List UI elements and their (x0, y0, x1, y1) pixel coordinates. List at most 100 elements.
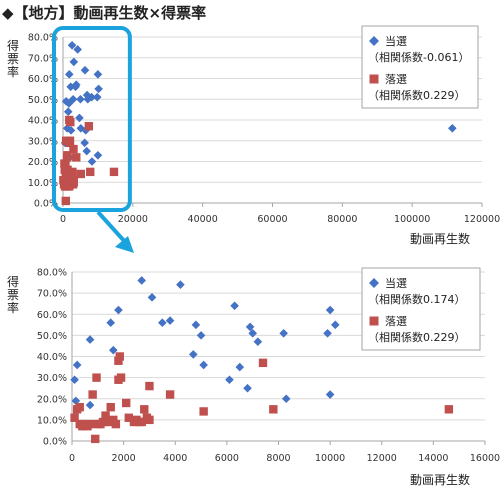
x-tick-label: 6000 (215, 453, 239, 464)
data-point-defeated (69, 144, 78, 154)
data-point-defeated (76, 169, 86, 179)
data-point-defeated (111, 419, 121, 429)
y-tick-label: 70.0% (28, 53, 58, 64)
data-point-elected (243, 383, 252, 393)
data-point-defeated (269, 405, 278, 414)
x-tick-label: 4000 (163, 453, 187, 464)
data-point-elected (63, 107, 73, 116)
data-point-elected (80, 138, 89, 148)
y-tick-label: 40.0% (37, 352, 67, 363)
data-point-elected (85, 400, 95, 410)
highlight-box (52, 26, 132, 212)
chart-1: 0.0% 10.0% 20.0% 30.0% 40.0% 50.0% 60.0% 70.0% 8… (7, 25, 500, 246)
legend-label: 当選 (385, 276, 407, 290)
y-tick-label: 50.0% (28, 95, 58, 106)
y-axis-label: 得票率 (7, 274, 19, 315)
legend: 当選 （相関係数-0.061） 落選 （相関係数0.229） (361, 25, 479, 109)
data-point-defeated (86, 167, 95, 177)
data-point-elected (279, 328, 288, 338)
data-point-elected (248, 328, 257, 338)
data-point-elected (80, 65, 90, 75)
data-point-elected (106, 318, 116, 327)
data-point-defeated (101, 411, 110, 420)
data-point-defeated (114, 356, 123, 365)
x-tick-label: 14000 (418, 453, 448, 464)
data-point-elected (69, 57, 79, 67)
legend-box (361, 25, 479, 109)
data-point-defeated (115, 352, 124, 361)
legend-marker-defeated (369, 316, 379, 326)
series-elected (70, 276, 340, 410)
x-tick-label: 20000 (118, 214, 148, 225)
data-point-elected (66, 126, 76, 135)
x-axis-label: 動画再生数 (410, 231, 470, 246)
x-tick-label: 2000 (112, 453, 136, 464)
data-point-defeated (91, 434, 100, 444)
legend-correlation: （相関係数-0.061） (368, 51, 469, 64)
data-point-elected (325, 305, 335, 315)
y-tick-label: 0.0% (43, 437, 67, 448)
series-defeated (70, 352, 454, 444)
data-point-elected (230, 301, 239, 311)
data-point-elected (147, 293, 157, 302)
data-point-elected (70, 375, 79, 385)
data-point-elected (94, 84, 103, 94)
data-point-defeated (68, 167, 77, 177)
data-point-elected (64, 70, 74, 79)
y-tick-label: 60.0% (28, 74, 58, 85)
x-tick-label: 120000 (464, 214, 500, 225)
x-tick-label: 40000 (188, 214, 218, 225)
data-point-defeated (92, 373, 101, 382)
data-point-elected (67, 41, 77, 50)
x-axis-label: 動画再生数 (410, 472, 470, 487)
data-point-elected (323, 328, 332, 338)
data-point-elected (87, 157, 97, 166)
zoom-arrow-line (96, 210, 128, 245)
data-point-defeated (103, 417, 113, 427)
data-point-elected (245, 322, 255, 332)
data-point-defeated (75, 403, 84, 412)
data-point-elected (137, 276, 146, 285)
x-tick-label: 60000 (257, 214, 287, 225)
data-point-defeated (69, 178, 79, 187)
data-point-elected (176, 280, 185, 289)
data-point-elected (189, 350, 198, 359)
data-point-defeated (165, 390, 175, 399)
data-point-defeated (109, 415, 118, 425)
x-tick-label: 100000 (394, 214, 430, 225)
x-tick-label: 10000 (315, 453, 345, 464)
x-tick-label: 16000 (470, 453, 500, 464)
x-tick-label: 0 (69, 453, 75, 464)
data-point-elected (225, 375, 234, 385)
legend: 当選 （相関係数0.174） 落選 （相関係数0.229） (361, 267, 481, 351)
legend-label: 当選 (385, 34, 407, 48)
y-tick-label: 10.0% (28, 178, 58, 189)
x-tick-label: 80000 (327, 214, 357, 225)
data-point-elected (71, 80, 81, 90)
data-point-defeated (106, 403, 115, 412)
data-point-defeated (116, 373, 126, 382)
legend-marker-elected (369, 278, 379, 288)
x-tick-label: 0 (60, 214, 66, 225)
y-tick-label: 30.0% (37, 373, 67, 384)
data-point-defeated (109, 167, 119, 177)
chart-2: 0.0% 10.0% 20.0% 30.0% 40.0% 50.0% 60.0% 70.0% 8… (7, 267, 500, 487)
y-tick-label: 20.0% (28, 157, 58, 168)
data-point-elected (330, 320, 340, 330)
y-tick-label: 50.0% (37, 331, 67, 342)
x-tick-label: 8000 (266, 453, 290, 464)
data-point-elected (75, 113, 84, 123)
data-point-defeated (63, 151, 72, 160)
data-point-defeated (70, 413, 79, 422)
chart-title: ◆【地方】動画再生数×得票率 (2, 4, 207, 22)
data-point-elected (93, 150, 103, 160)
data-point-elected (87, 92, 96, 102)
zoom-arrow-head (115, 236, 134, 253)
data-point-elected (191, 320, 201, 330)
data-point-defeated (140, 405, 149, 414)
data-point-elected (109, 345, 118, 355)
legend-label: 落選 (385, 73, 407, 86)
data-point-elected (196, 331, 206, 340)
legend-marker-defeated (369, 74, 379, 84)
